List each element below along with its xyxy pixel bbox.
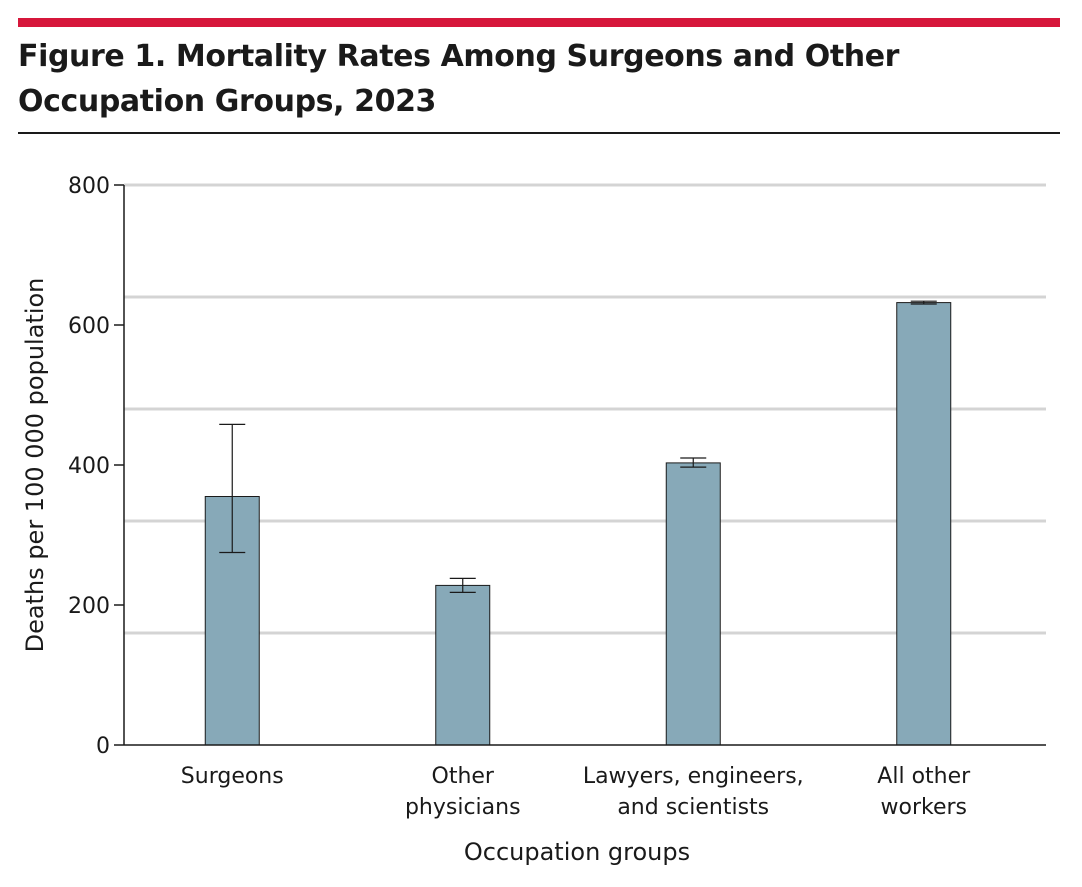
axes: 0 200 400 600 800 Surgeons Other physicians Lawy…	[68, 174, 1046, 820]
category-label: physicians	[405, 795, 521, 820]
y-tick-label: 800	[68, 174, 110, 199]
category-label: Lawyers, engineers,	[583, 764, 804, 789]
y-tick-label: 600	[68, 314, 110, 339]
category-label: Other	[432, 764, 495, 789]
title-divider	[18, 132, 1060, 134]
category-label: workers	[881, 795, 968, 820]
y-axis-title: Deaths per 100 000 population	[21, 278, 49, 653]
x-axis-title: Occupation groups	[464, 838, 690, 866]
category-label: All other	[877, 764, 971, 789]
gridlines	[124, 183, 1046, 635]
top-accent-rule	[18, 18, 1060, 27]
bar	[435, 584, 491, 746]
y-tick-label: 200	[68, 594, 110, 619]
figure-title: Figure 1. Mortality Rates Among Surgeons…	[18, 39, 900, 119]
bar	[665, 462, 721, 746]
y-tick-label: 400	[68, 454, 110, 479]
bar	[896, 302, 952, 746]
bars	[204, 300, 952, 746]
category-label: Surgeons	[181, 764, 284, 789]
category-label: and scientists	[617, 795, 769, 820]
y-tick-label: 0	[96, 734, 110, 759]
